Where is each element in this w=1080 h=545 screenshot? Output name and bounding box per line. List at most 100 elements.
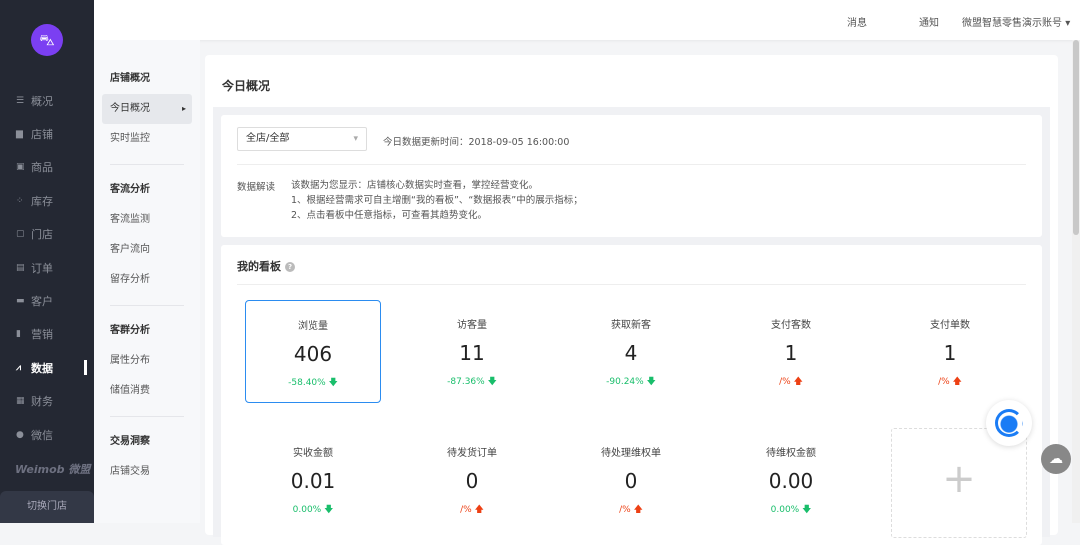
sidebar-item-2[interactable]: ▣ 商品	[0, 151, 94, 184]
metric-name: 待发货订单	[447, 448, 497, 459]
caret-down-icon: ▾	[1065, 18, 1071, 29]
metric-value: 0.01	[290, 469, 336, 493]
sidebar-item-label: 数据	[31, 361, 53, 375]
wechat-icon: ●	[16, 429, 24, 440]
metric-value: 4	[624, 341, 638, 365]
metric-card[interactable]: 待维权金额 0.00 0.00% 🡇	[723, 428, 859, 531]
metric-card[interactable]: 实收金额 0.01 0.00% 🡇	[245, 428, 381, 531]
scrollbar[interactable]	[1072, 40, 1080, 523]
submenu-item[interactable]: 店铺交易	[110, 466, 150, 477]
metric-change: 0.00%	[770, 505, 800, 515]
submenu-item[interactable]: 属性分布	[110, 355, 150, 366]
metric-name: 支付单数	[930, 320, 970, 331]
submenu-item[interactable]: 客流监测	[110, 214, 150, 225]
submenu-group-title: 店铺概况	[110, 73, 150, 84]
arrow-up-icon: 🡅	[633, 505, 643, 515]
goods-icon: ▣	[16, 162, 25, 173]
sidebar-item-7[interactable]: ▮ 营销	[0, 318, 94, 351]
submenu-item[interactable]: 今日概况	[102, 94, 192, 124]
sidebar-item-1[interactable]: ▆ 店铺	[0, 117, 94, 150]
store-select[interactable]: 全店/全部	[237, 127, 367, 151]
divider	[110, 305, 184, 306]
metric-name: 获取新客	[611, 320, 651, 331]
sidebar-item-5[interactable]: ▤ 订单	[0, 251, 94, 284]
shopping-bag-icon[interactable]: ⛍	[31, 24, 63, 56]
sidebar-item-label: 门店	[31, 228, 53, 242]
metric-change: -87.36%	[447, 377, 485, 387]
submenu: 店铺概况今日概况实时监控客流分析客流监测客户流向留存分析客群分析属性分布储值消费…	[94, 40, 200, 523]
my-board: 我的看板? 浏览量 406 -58.40% 🡇 访客量 11 -87.36% 🡇 获取新客 4…	[221, 245, 1042, 545]
arrow-up-icon: 🡅	[952, 377, 962, 387]
sidebar-item-label: 库存	[31, 194, 53, 208]
switch-store-button[interactable]: 切换门店	[0, 491, 94, 523]
sidebar: ⛍ ☰ 概况 ▆ 店铺 ▣ 商品 ⁘ 库存 ▢ 门店 ▤ 订单 ▬ 客户 ▮ 营销 ⩘ 数据 ▦ 财务 ● 微信 Weim…	[0, 0, 94, 523]
submenu-group-title: 客流分析	[110, 184, 150, 195]
sidebar-item-9[interactable]: ▦ 财务	[0, 385, 94, 418]
metric-change: -90.24%	[606, 377, 644, 387]
order-icon: ▤	[16, 262, 25, 273]
divider	[110, 416, 184, 417]
sidebar-item-6[interactable]: ▬ 客户	[0, 284, 94, 317]
arrow-down-icon: 🡇	[324, 505, 334, 515]
finance-icon: ▦	[16, 396, 25, 407]
metric-name: 支付客数	[771, 320, 811, 331]
submenu-item[interactable]: 客户流向	[110, 244, 150, 255]
metric-change: -58.40%	[288, 378, 326, 388]
arrow-down-icon: 🡇	[328, 378, 338, 388]
sidebar-nav: ☰ 概况 ▆ 店铺 ▣ 商品 ⁘ 库存 ▢ 门店 ▤ 订单 ▬ 客户 ▮ 营销 ⩘ 数据 ▦ 财务 ● 微信	[0, 84, 94, 451]
arrow-down-icon: 🡇	[487, 377, 497, 387]
sidebar-item-3[interactable]: ⁘ 库存	[0, 184, 94, 217]
shop-icon: ▢	[16, 229, 25, 240]
sidebar-item-label: 营销	[31, 328, 53, 342]
account-dropdown[interactable]: 微盟智慧零售演示账号 ▾	[962, 18, 1071, 29]
arrow-up-icon: 🡅	[793, 377, 803, 387]
metric-card[interactable]: 获取新客 4 -90.24% 🡇	[563, 300, 699, 403]
inventory-icon: ⁘	[16, 195, 24, 206]
page-title: 今日概况	[222, 79, 271, 93]
metric-value: 0	[624, 469, 638, 493]
sidebar-item-label: 商品	[31, 161, 53, 175]
metric-name: 待维权金额	[766, 448, 816, 459]
sidebar-item-10[interactable]: ● 微信	[0, 418, 94, 451]
metric-value: 0.00	[768, 469, 814, 493]
board-title: 我的看板?	[237, 258, 295, 274]
submenu-item[interactable]: 留存分析	[110, 274, 150, 285]
submenu-item[interactable]: 实时监控	[110, 133, 150, 144]
help-icon[interactable]: ?	[285, 262, 295, 272]
metric-change: /%	[619, 505, 631, 515]
sidebar-item-0[interactable]: ☰ 概况	[0, 84, 94, 117]
metric-value: 1	[943, 341, 957, 365]
submenu-item[interactable]: 储值消费	[110, 385, 150, 396]
metric-card[interactable]: 待处理维权单 0 /% 🡅	[563, 428, 699, 531]
metric-name: 待处理维权单	[601, 448, 661, 459]
metric-value: 11	[459, 341, 485, 365]
arrow-up-icon: 🡅	[474, 505, 484, 515]
sidebar-item-label: 微信	[31, 428, 53, 442]
chart-line-icon: ⩘	[16, 362, 22, 373]
sidebar-item-8[interactable]: ⩘ 数据	[0, 351, 94, 384]
metric-name: 实收金额	[293, 448, 333, 459]
metric-card[interactable]: 支付单数 1 /% 🡅	[882, 300, 1018, 403]
sidebar-item-4[interactable]: ▢ 门店	[0, 218, 94, 251]
scrollbar-thumb[interactable]	[1073, 40, 1079, 235]
notices-link[interactable]: 通知	[919, 18, 939, 29]
metric-change: /%	[779, 377, 791, 387]
metric-change: 0.00%	[292, 505, 322, 515]
customer-service-icon[interactable]	[986, 400, 1032, 446]
cloud-download-icon[interactable]: ☁	[1041, 444, 1071, 474]
metric-card[interactable]: 待发货订单 0 /% 🡅	[404, 428, 540, 531]
metric-name: 浏览量	[298, 321, 328, 332]
messages-link[interactable]: 消息	[847, 18, 867, 29]
sidebar-item-label: 店铺	[31, 128, 53, 142]
submenu-group-title: 交易洞察	[110, 436, 150, 447]
customer-icon: ▬	[16, 296, 25, 307]
metric-card[interactable]: 浏览量 406 -58.40% 🡇	[245, 300, 381, 403]
store-icon: ▆	[16, 129, 23, 140]
marketing-icon: ▮	[16, 329, 21, 340]
metric-card[interactable]: 访客量 11 -87.36% 🡇	[404, 300, 540, 403]
sidebar-item-label: 财务	[31, 395, 53, 409]
divider	[110, 164, 184, 165]
metric-value: 1	[784, 341, 798, 365]
metric-card[interactable]: 支付客数 1 /% 🡅	[723, 300, 859, 403]
top-header: 消息 通知 微盟智慧零售演示账号 ▾	[94, 0, 1080, 40]
